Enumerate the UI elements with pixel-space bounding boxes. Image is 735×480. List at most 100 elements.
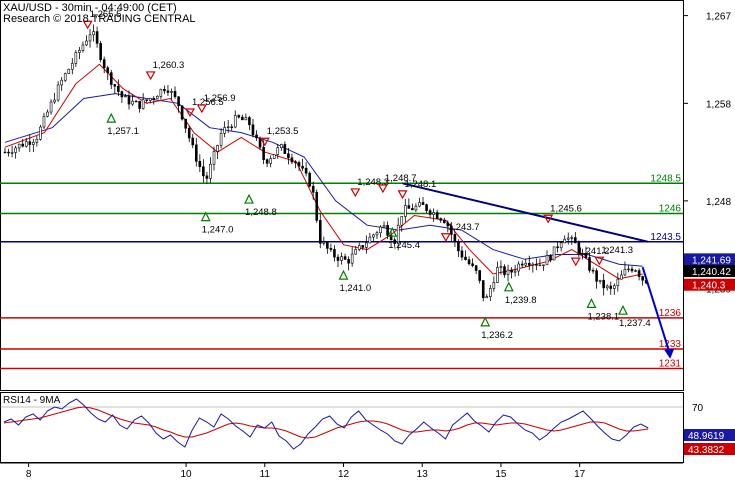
candle-body xyxy=(612,285,616,289)
rsi-tick-label: 70 xyxy=(692,403,704,414)
level-label: 1231 xyxy=(659,359,682,370)
swing-high-marker xyxy=(543,214,554,224)
swing-high-marker xyxy=(196,104,207,114)
swing-high-label: 1,265.5 xyxy=(90,9,122,20)
candle-body xyxy=(170,91,173,93)
price-tag-label: 1,241.69 xyxy=(692,255,731,266)
candle-body xyxy=(304,167,308,174)
swing-high-label: 1,245.6 xyxy=(550,203,582,214)
candle-body xyxy=(32,141,35,145)
swing-low-label: 1,248.8 xyxy=(245,207,277,218)
candle-body xyxy=(88,34,92,42)
candle-body xyxy=(180,105,184,120)
candle-body xyxy=(255,134,258,139)
candle-body xyxy=(92,31,95,36)
candle-body xyxy=(389,235,393,241)
candle-body xyxy=(78,50,81,53)
candle-body xyxy=(124,95,127,98)
swing-low-marker xyxy=(387,226,398,237)
rsi-ma-line xyxy=(3,406,649,439)
candle-body xyxy=(318,220,322,244)
candle-body xyxy=(17,143,21,149)
candle-body xyxy=(109,72,113,85)
candle-body xyxy=(265,159,269,164)
candle-body xyxy=(616,278,620,287)
candle-body xyxy=(315,192,319,221)
candle-body xyxy=(634,270,637,272)
candle-body xyxy=(280,144,283,148)
swing-high-label: 1,243.7 xyxy=(448,222,480,233)
candle-body xyxy=(241,116,244,121)
candle-body xyxy=(535,263,538,266)
resistance-trendline xyxy=(402,182,649,243)
price-tag-bg xyxy=(684,278,735,291)
candle-body xyxy=(425,204,428,211)
candle-body xyxy=(223,127,226,134)
rsi-tag-label: 43.3832 xyxy=(688,445,725,456)
candle-body xyxy=(53,99,56,103)
swing-high-marker xyxy=(397,190,408,200)
price-panel: 1,2671,2581,2481,2391248.512461243.51236… xyxy=(0,0,735,391)
candle-body xyxy=(336,256,340,261)
candle-body xyxy=(194,144,198,162)
candle-body xyxy=(120,91,124,98)
candle-body xyxy=(276,147,280,155)
candle-body xyxy=(442,220,446,224)
candle-body xyxy=(117,85,120,92)
candle-body xyxy=(141,99,145,109)
candle-body xyxy=(549,255,552,261)
x-tick-label: 15 xyxy=(495,469,507,480)
candle-body xyxy=(301,165,304,169)
swing-low-label: 1,247.0 xyxy=(202,225,234,236)
candle-body xyxy=(609,285,613,289)
candle-body xyxy=(446,222,450,227)
candle-body xyxy=(10,152,14,154)
candle-body xyxy=(71,63,74,70)
candle-body xyxy=(230,126,234,128)
candle-body xyxy=(545,255,549,266)
x-tick-label: 12 xyxy=(338,469,350,480)
candle-body xyxy=(226,126,230,128)
swing-low-marker xyxy=(200,211,211,222)
x-tick-label: 13 xyxy=(417,469,429,480)
candle-body xyxy=(577,242,581,254)
candle-body xyxy=(102,59,106,69)
swing-high-marker xyxy=(377,184,388,194)
candle-body xyxy=(620,274,623,280)
swing-high-marker xyxy=(145,71,156,81)
candle-body xyxy=(570,237,574,239)
y-tick-label: 1,248 xyxy=(706,197,731,208)
rsi-panel-frame xyxy=(0,392,684,463)
candle-body xyxy=(393,239,396,244)
candle-body xyxy=(85,40,88,46)
candle-body xyxy=(595,270,598,282)
candle-body xyxy=(421,202,425,205)
price-tag-bg xyxy=(684,253,735,266)
swing-high-label: 1,248.1 xyxy=(405,179,437,190)
candle-body xyxy=(464,256,467,260)
rsi-panel: RSI14 - 9MA 70 48.9619 43.3832 xyxy=(0,392,735,463)
candle-body xyxy=(375,232,379,236)
candle-body xyxy=(411,208,414,211)
swing-high-label: 1,260.3 xyxy=(153,60,185,71)
candle-body xyxy=(308,172,311,187)
swing-low-label: 1,257.1 xyxy=(107,126,139,137)
x-tick-label: 10 xyxy=(180,469,192,480)
candle-body xyxy=(418,202,421,207)
candle-body xyxy=(627,268,630,271)
candle-body xyxy=(641,276,644,281)
candle-body xyxy=(574,237,577,244)
candle-body xyxy=(496,267,499,283)
rsi-tag-label: 48.9619 xyxy=(688,431,725,442)
swing-low-marker xyxy=(480,316,491,327)
candle-body xyxy=(637,270,641,277)
candle-body xyxy=(237,115,241,118)
price-tag-label: 1,240.3 xyxy=(692,281,726,292)
swing-high-marker xyxy=(184,108,196,118)
candle-body xyxy=(7,151,10,154)
candle-body xyxy=(531,263,535,266)
swing-high-label: 1,256.9 xyxy=(204,93,236,104)
candle-body xyxy=(559,242,563,249)
candle-body xyxy=(219,133,223,146)
